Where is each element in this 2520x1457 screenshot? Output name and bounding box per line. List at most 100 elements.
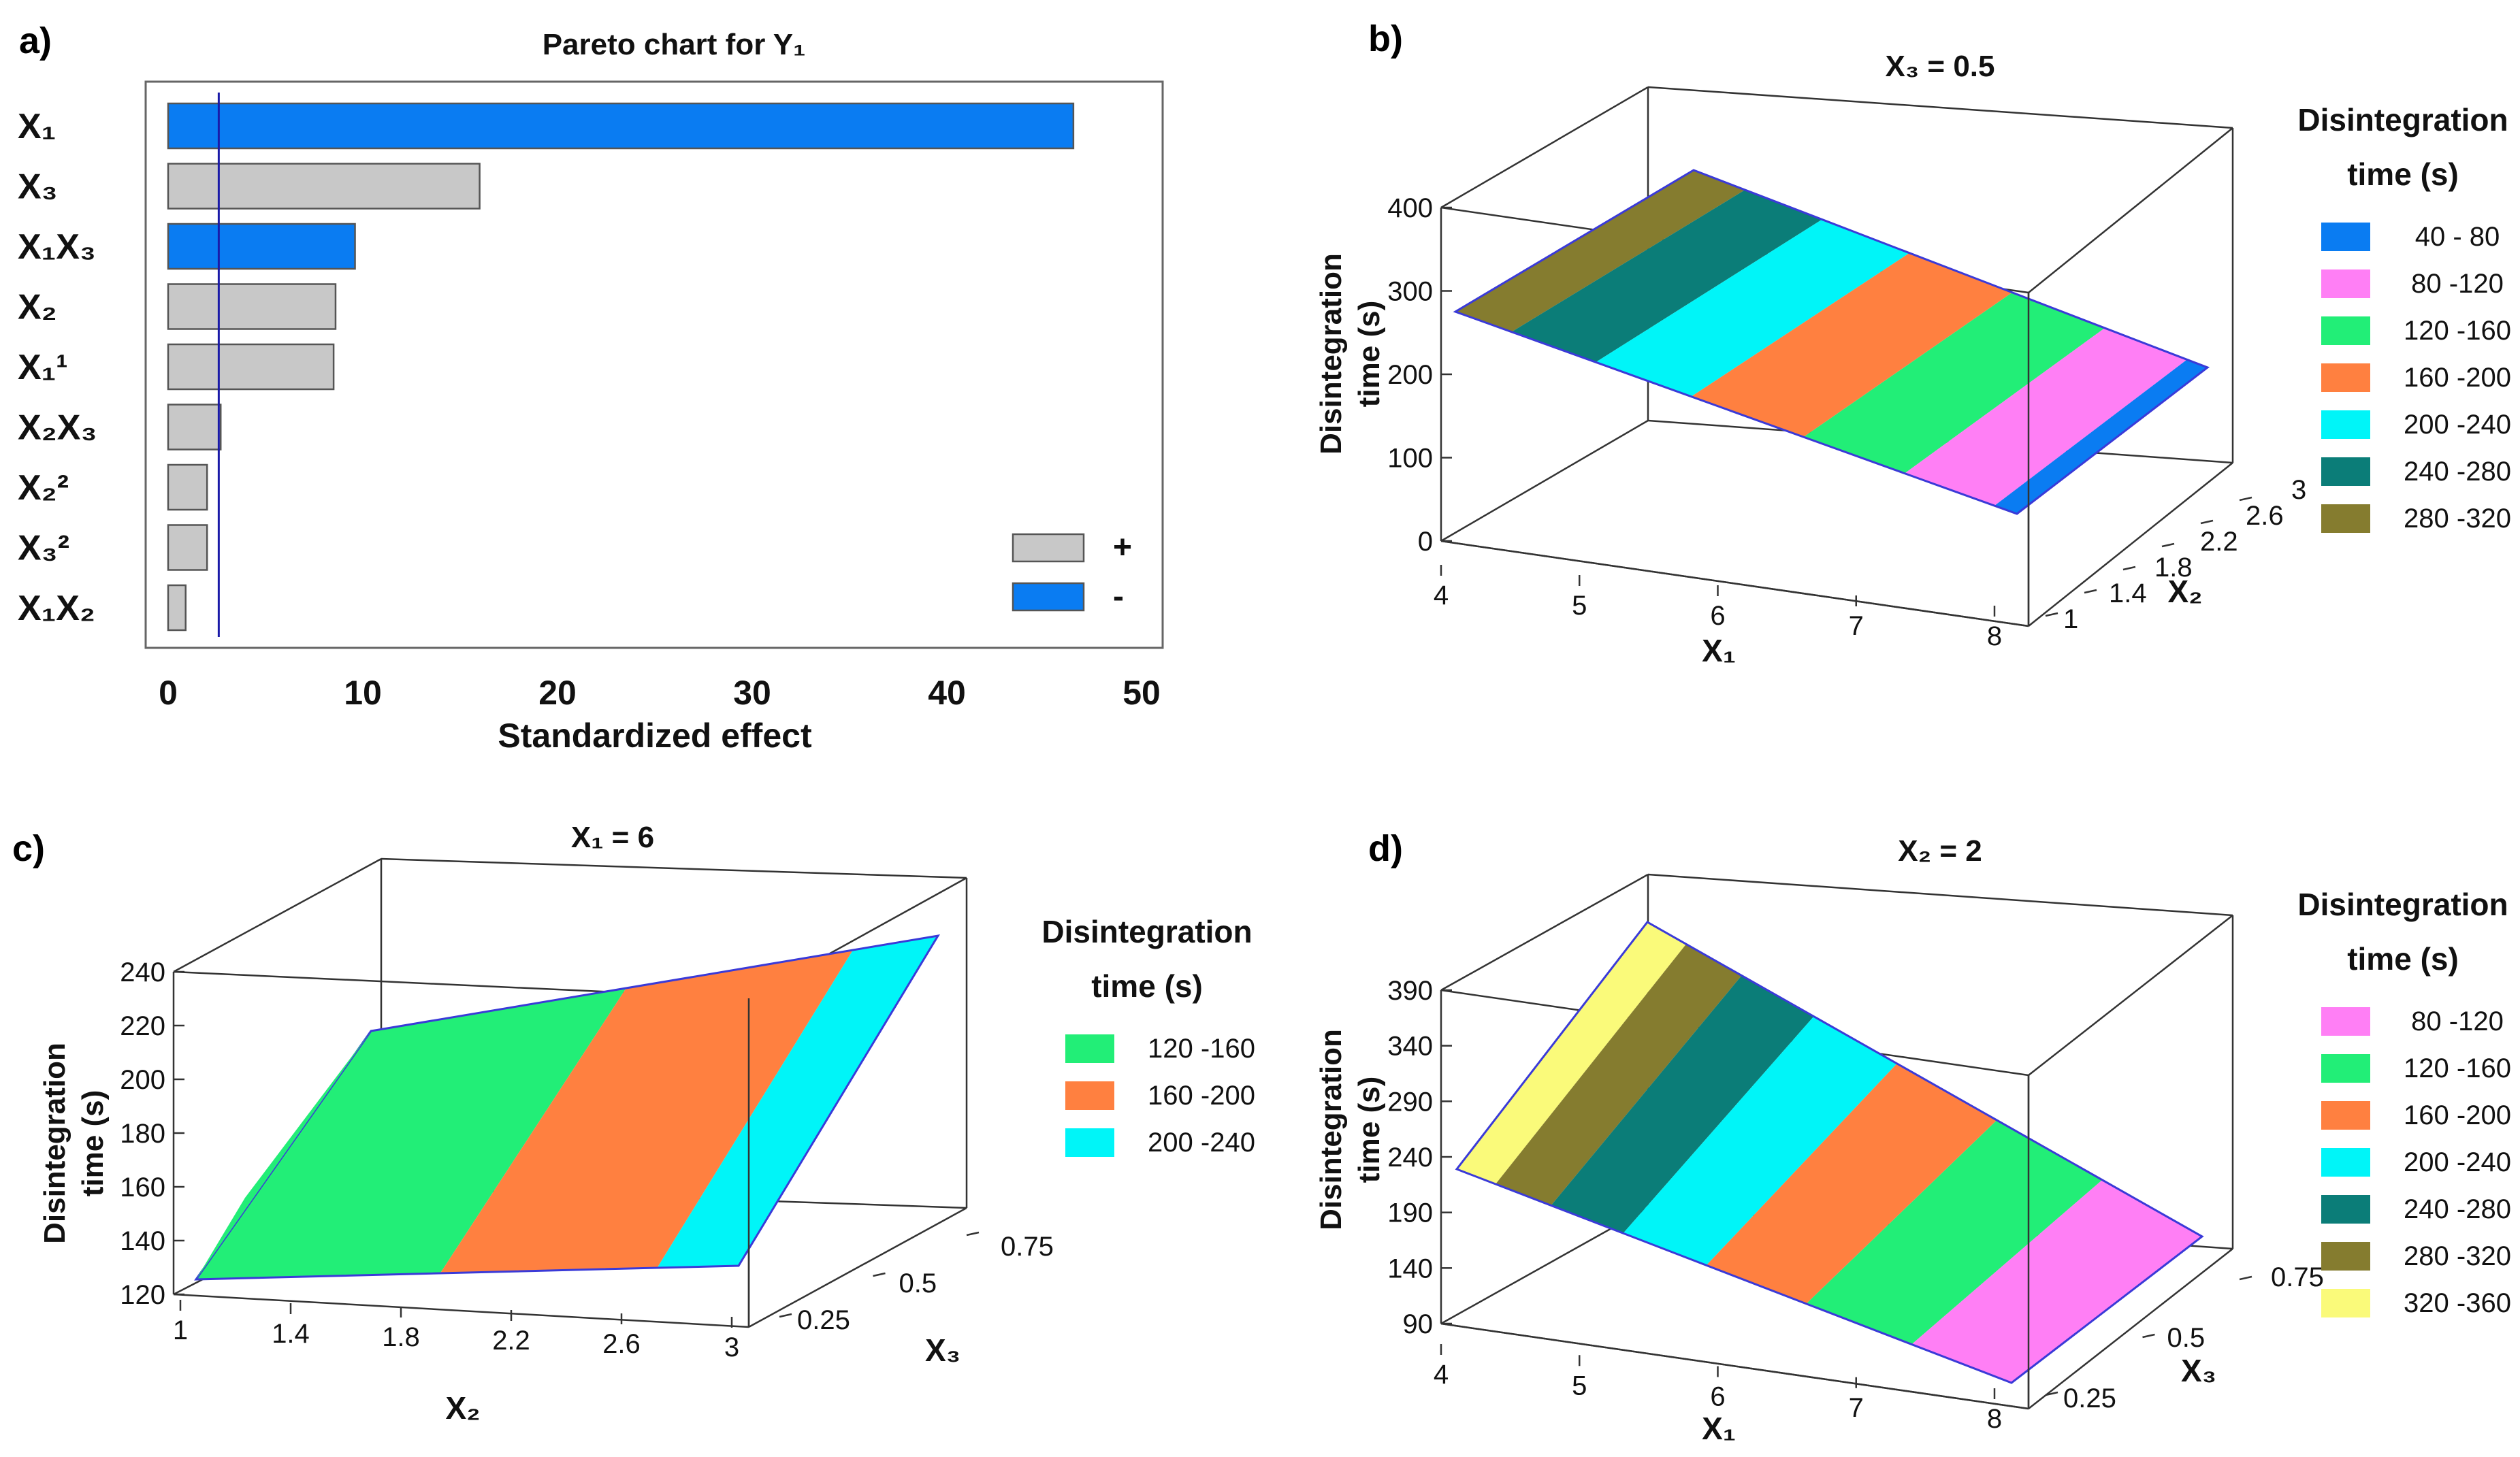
x-tick-label: 6 (1710, 1382, 1725, 1412)
category-label: X₃² (18, 529, 69, 568)
z-tick-label: 160 (120, 1173, 165, 1202)
legend-label: 120 -160 (2404, 1053, 2511, 1083)
x-tick-label: 3 (724, 1332, 739, 1362)
surface-band (196, 988, 626, 1279)
panel-label: c) (12, 828, 45, 869)
depth-tick (779, 1313, 792, 1318)
box-edge (1647, 86, 2233, 129)
legend-label: 240 -280 (2404, 457, 2511, 487)
surface-band (1455, 170, 1745, 332)
surface-band (1457, 922, 1687, 1184)
bar (167, 524, 208, 571)
legend-swatch (2321, 316, 2370, 345)
z-tick-label: 400 (1387, 193, 1433, 223)
legend-label: - (1113, 578, 1124, 615)
box-edge (2028, 1248, 2233, 1409)
z-tick-label: 240 (120, 957, 165, 987)
z-tick-label: 200 (1387, 360, 1433, 390)
category-label: X₂² (18, 468, 69, 508)
legend-label: 200 -240 (2404, 1147, 2511, 1177)
legend-swatch (2321, 1007, 2370, 1036)
surface-band (657, 936, 938, 1268)
z-tick-label: 140 (120, 1226, 165, 1256)
pareto-title: Pareto chart for Y₁ (543, 28, 806, 61)
box-edge (748, 1207, 967, 1328)
x-tick-label: 1.8 (382, 1322, 420, 1352)
z-tick-label: 390 (1387, 976, 1433, 1006)
z-tick-label: 100 (1387, 444, 1433, 474)
legend-label: 80 -120 (2411, 269, 2504, 299)
box-edge (381, 857, 967, 879)
surface-band (1551, 975, 1814, 1234)
legend-title: time (s) (2347, 941, 2459, 977)
depth-axis-label: X₂ (2167, 574, 2202, 609)
legend-swatch (1065, 1128, 1114, 1157)
depth-tick-label: 1.4 (2109, 578, 2147, 608)
legend-label: 240 -280 (2404, 1194, 2511, 1224)
z-tick-label: 120 (120, 1280, 165, 1310)
legend-label: 320 -360 (2404, 1288, 2511, 1318)
y-axis-label: Disintegration time (s) (1314, 253, 1386, 455)
surface-band (1496, 944, 1742, 1206)
legend-swatch (2321, 1148, 2370, 1177)
z-tick-label: 220 (120, 1011, 165, 1041)
z-tick-label: 190 (1387, 1198, 1433, 1228)
panel-label: b) (1368, 18, 1403, 59)
category-label: X₁X₃ (18, 227, 96, 267)
z-tick-label: 200 (120, 1065, 165, 1095)
legend-label: 160 -200 (2404, 1100, 2511, 1130)
legend-swatch (2321, 410, 2370, 439)
x-tick-label: 2.2 (492, 1326, 530, 1356)
surface-band (440, 950, 854, 1273)
depth-tick (2122, 566, 2136, 571)
box-edge (173, 1293, 749, 1328)
depth-tick-label: 2.6 (2246, 501, 2284, 531)
legend-title: time (s) (1091, 968, 1203, 1004)
x-tick-label: 5 (1572, 591, 1587, 621)
depth-tick (2239, 496, 2252, 502)
x-tick-label: 8 (1987, 621, 2002, 651)
legend-swatch (1065, 1081, 1114, 1110)
legend-label: 120 -160 (2404, 316, 2511, 346)
depth-tick (966, 1231, 980, 1237)
box-edge (1440, 540, 2029, 627)
x-tick-label: 4 (1434, 580, 1449, 610)
box-edge (1440, 86, 1649, 209)
surface-title: X₃ = 0.5 (1885, 50, 1994, 83)
legend-label: 280 -320 (2404, 504, 2511, 534)
y-axis-label-line: time (s) (1353, 301, 1386, 407)
surface-band (1691, 252, 2013, 438)
legend-swatch (2321, 223, 2370, 251)
bar (167, 102, 1075, 150)
z-tick-label: 340 (1387, 1032, 1433, 1062)
bar (167, 223, 356, 270)
box-edge (1440, 419, 1649, 542)
surface-band (1994, 359, 2208, 514)
surface-panel-c: 120 140 160 180 200 220 240 1 1.4 1.8 2.2 2.6 3 0.25 0… (12, 821, 1255, 1426)
legend-swatch (2321, 1289, 2370, 1317)
category-label: X₁¹ (18, 348, 68, 387)
z-tick-label: 0 (1418, 527, 1433, 557)
x-tick-label: 5 (1572, 1371, 1587, 1401)
x-axis-label: X₁ (1702, 1411, 1736, 1446)
x-tick-label: 40 (928, 674, 966, 712)
surface-band (1905, 328, 2187, 506)
bar (167, 283, 337, 330)
depth-tick (2142, 1333, 2155, 1339)
y-axis-label-line: time (s) (1353, 1077, 1386, 1183)
z-tick-label: 140 (1387, 1254, 1433, 1283)
bar (167, 463, 208, 511)
legend-label: + (1113, 529, 1132, 566)
legend-swatch (2321, 504, 2370, 533)
z-tick-label: 290 (1387, 1087, 1433, 1117)
surface-band (1596, 219, 1910, 397)
box-edge (2028, 462, 2233, 627)
legend-label: 160 -200 (2404, 363, 2511, 393)
surface-band (1803, 292, 2105, 474)
legend-swatch (2321, 1242, 2370, 1271)
x-tick-label: 2.6 (602, 1329, 641, 1359)
legend-swatch (2321, 269, 2370, 298)
depth-tick (2161, 542, 2175, 548)
y-axis-label: Disintegration time (s) (38, 1043, 110, 1244)
box-edge (1647, 873, 2233, 917)
